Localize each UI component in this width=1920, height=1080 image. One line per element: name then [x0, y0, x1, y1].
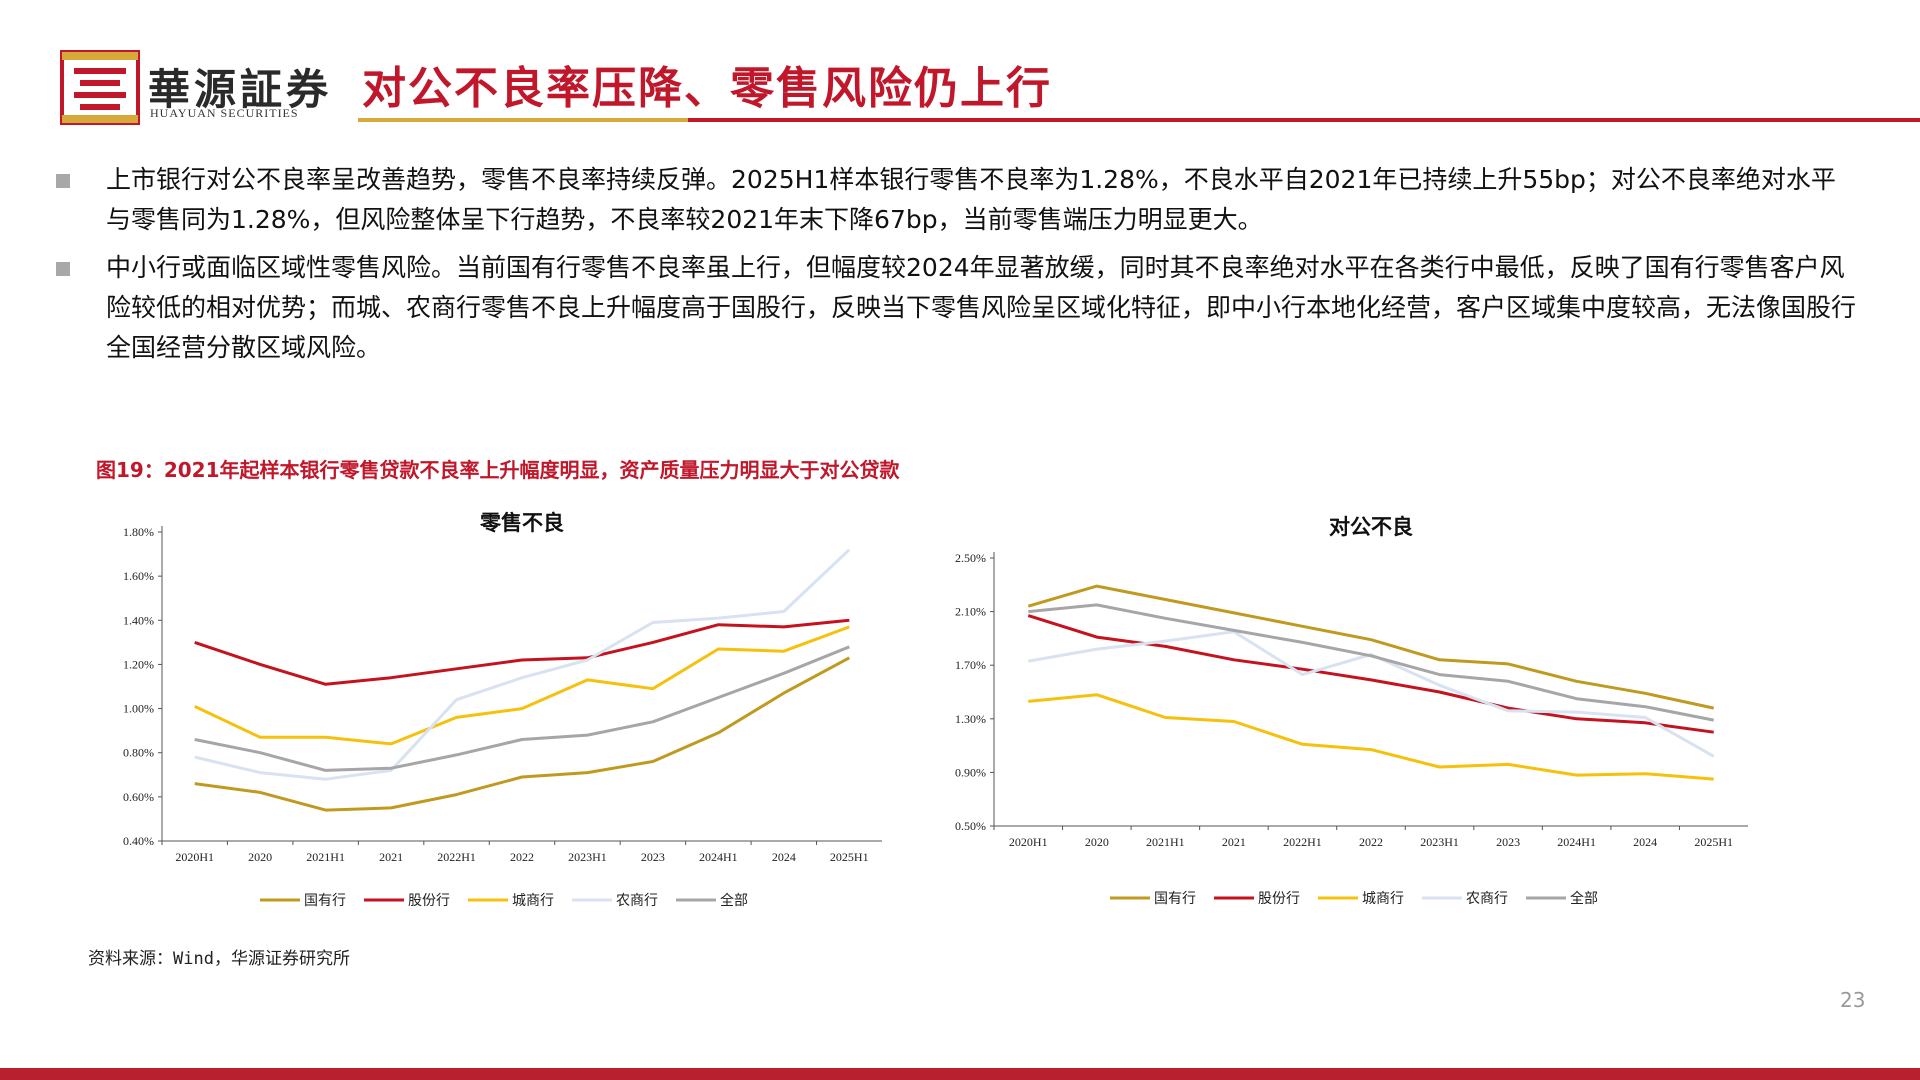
- x-tick-label: 2023: [641, 850, 665, 864]
- x-tick-label: 2021: [1222, 835, 1246, 849]
- figure-title: 图19：2021年起样本银行零售贷款不良率上升幅度明显，资产质量压力明显大于对公…: [96, 458, 900, 482]
- x-tick-label: 2020: [248, 850, 272, 864]
- legend-label: 全部: [720, 892, 748, 909]
- legend-label: 农商行: [616, 893, 658, 909]
- x-tick-label: 2023H1: [568, 850, 607, 864]
- bullet-item: 上市银行对公不良率呈改善趋势，零售不良率持续反弹。2025H1样本银行零售不良率…: [56, 160, 1856, 240]
- x-tick-label: 2022: [1359, 835, 1383, 849]
- bullet-item: 中小行或面临区域性零售风险。当前国有行零售不良率虽上行，但幅度较2024年显著放…: [56, 248, 1856, 368]
- bullet-square-icon: [56, 262, 70, 276]
- series-line-国有行: [1027, 584, 1715, 710]
- y-tick-label: 0.80%: [123, 746, 154, 760]
- y-tick-label: 1.70%: [955, 658, 986, 672]
- legend-label: 城商行: [512, 893, 554, 909]
- x-tick-label: 2024H1: [699, 850, 738, 864]
- x-tick-label: 2022H1: [1283, 835, 1322, 849]
- series-line-城商行: [1028, 693, 1714, 781]
- y-tick-label: 1.00%: [123, 702, 154, 716]
- x-tick-label: 2024H1: [1557, 835, 1596, 849]
- x-tick-label: 2024: [772, 850, 796, 864]
- legend-label: 国有行: [304, 893, 346, 909]
- x-tick-label: 2025H1: [1694, 835, 1733, 849]
- brand-name-en: HUAYUAN SECURITIES: [150, 106, 299, 120]
- retail-npl-chart: 零售不良 0.40% 0.60% 0.80% 1.00% 1.20% 1.40% 1.60% 1…: [123, 511, 882, 909]
- bullet-square-icon: [56, 174, 70, 188]
- series-line-全部: [1028, 603, 1714, 722]
- y-tick-label: 2.10%: [955, 605, 986, 619]
- x-tick-label: 2023H1: [1420, 835, 1459, 849]
- x-tick-label: 2023: [1496, 835, 1520, 849]
- series-line-股份行: [194, 618, 850, 686]
- y-tick-label: 1.60%: [123, 569, 154, 583]
- legend-label: 股份行: [408, 893, 450, 909]
- brand-name: 華源証券: [148, 65, 333, 114]
- series-line-城商行: [194, 625, 850, 746]
- bullet-list: 上市银行对公不良率呈改善趋势，零售不良率持续反弹。2025H1样本银行零售不良率…: [56, 160, 1856, 376]
- x-tick-label: 2024: [1633, 835, 1657, 849]
- series-line-农商行: [1028, 630, 1715, 758]
- y-tick-label: 1.80%: [123, 525, 154, 539]
- footer-bar: [0, 1068, 1920, 1080]
- x-tick-label: 2020H1: [175, 850, 214, 864]
- y-tick-label: 0.60%: [123, 790, 154, 804]
- y-tick-label: 1.20%: [123, 657, 154, 671]
- x-tick-label: 2021H1: [1146, 835, 1185, 849]
- series-line-国有行: [194, 656, 851, 812]
- legend-label: 国有行: [1154, 891, 1196, 907]
- y-tick-label: 2.50%: [955, 551, 986, 565]
- bullet-text: 中小行或面临区域性零售风险。当前国有行零售不良率虽上行，但幅度较2024年显著放…: [106, 253, 1857, 362]
- title-divider-accent: [358, 118, 688, 122]
- y-tick-label: 0.40%: [123, 834, 154, 848]
- legend-label: 农商行: [1466, 891, 1508, 907]
- x-tick-label: 2021H1: [306, 850, 345, 864]
- legend-label: 城商行: [1362, 891, 1404, 907]
- chart-title: 对公不良: [1329, 515, 1413, 539]
- page-number: 23: [1840, 988, 1866, 1012]
- series-line-农商行: [194, 548, 851, 781]
- y-tick-label: 0.50%: [955, 819, 986, 833]
- y-tick-label: 1.30%: [955, 712, 986, 726]
- source-note: 资料来源：Wind，华源证券研究所: [88, 949, 350, 969]
- x-tick-label: 2021: [379, 850, 403, 864]
- corporate-npl-chart: 对公不良 0.50% 0.90% 1.30% 1.70% 2.10% 2.50% 2020H1…: [955, 515, 1748, 907]
- x-tick-label: 2022: [510, 850, 534, 864]
- chart-title: 零售不良: [479, 511, 564, 535]
- y-tick-label: 1.40%: [123, 613, 154, 627]
- x-tick-label: 2022H1: [437, 850, 476, 864]
- title-divider: [358, 118, 1920, 122]
- y-tick-label: 0.90%: [955, 765, 986, 779]
- legend-label: 股份行: [1258, 891, 1300, 907]
- bullet-text: 上市银行对公不良率呈改善趋势，零售不良率持续反弹。2025H1样本银行零售不良率…: [106, 165, 1836, 234]
- x-tick-label: 2020H1: [1009, 835, 1048, 849]
- legend-label: 全部: [1570, 890, 1598, 907]
- x-tick-label: 2025H1: [830, 850, 869, 864]
- series-line-全部: [194, 645, 850, 772]
- x-tick-label: 2020: [1085, 835, 1109, 849]
- huayuan-logo-icon: [60, 50, 140, 125]
- header: 華源証券 HUAYUAN SECURITIES 对公不良率压降、零售风险仍上行: [0, 0, 1920, 130]
- page-title: 对公不良率压降、零售风险仍上行: [362, 63, 1052, 114]
